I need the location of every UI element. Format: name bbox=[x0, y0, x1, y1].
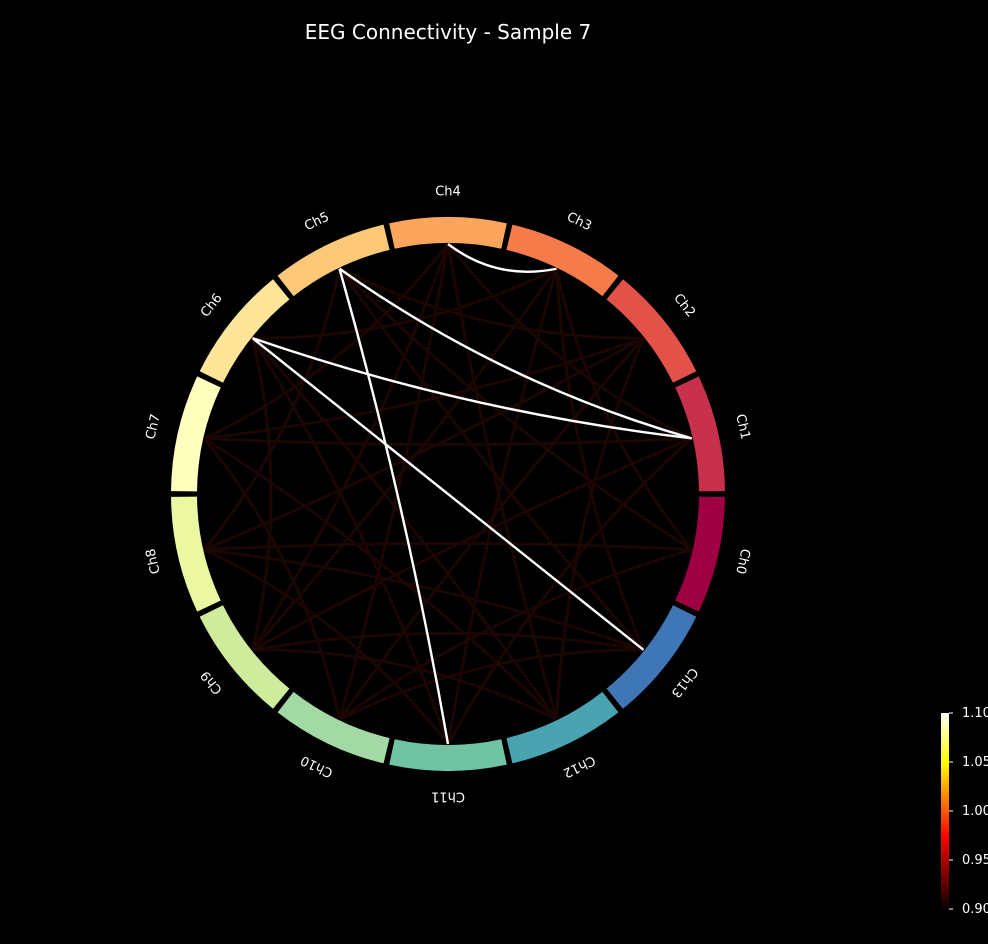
chart-title: EEG Connectivity - Sample 7 bbox=[305, 20, 591, 44]
weak-edge bbox=[554, 337, 645, 720]
weak-edge bbox=[251, 436, 693, 652]
weak-edge bbox=[251, 337, 273, 651]
node-arc-ch12 bbox=[506, 691, 619, 764]
node-arc-ch4 bbox=[389, 217, 507, 249]
weak-edge bbox=[338, 267, 693, 551]
colorbar-tick-label: 1.05 bbox=[962, 755, 988, 770]
edge-ch6-ch13 bbox=[251, 337, 645, 651]
node-label-ch13: Ch13 bbox=[668, 664, 701, 700]
node-arc-ch8 bbox=[171, 496, 221, 612]
edge-ch5-ch1 bbox=[338, 267, 693, 440]
weak-edge bbox=[251, 337, 558, 721]
node-arc-ch11 bbox=[389, 739, 507, 771]
node-label-ch1: Ch1 bbox=[732, 413, 752, 441]
weak-edge bbox=[203, 336, 645, 552]
weak-edge bbox=[251, 243, 450, 651]
node-label-ch2: Ch2 bbox=[670, 291, 698, 320]
node-arc-ch10 bbox=[277, 691, 390, 764]
weak-edge bbox=[446, 243, 558, 720]
node-label-ch10: Ch10 bbox=[298, 752, 335, 780]
colorbar-tick-label: 1.00 bbox=[962, 804, 988, 819]
weak-edge bbox=[338, 648, 644, 721]
node-arc-ch2 bbox=[606, 279, 697, 383]
weak-edge bbox=[338, 267, 645, 651]
colorbar-gradient bbox=[941, 713, 949, 909]
weak-edge bbox=[446, 243, 693, 440]
node-label-ch7: Ch7 bbox=[143, 413, 163, 441]
node-label-ch6: Ch6 bbox=[198, 291, 226, 320]
weak-edge bbox=[554, 268, 645, 651]
weak-edge bbox=[203, 437, 341, 720]
node-label-ch8: Ch8 bbox=[143, 547, 163, 575]
colorbar: 0.90 0.95 1.00 1.05 1.10 bbox=[941, 706, 988, 917]
weak-edge bbox=[252, 631, 644, 652]
weak-edge bbox=[203, 437, 558, 721]
weak-edge bbox=[338, 267, 644, 340]
node-arcs-layer bbox=[171, 217, 725, 771]
weak-edge bbox=[555, 268, 693, 551]
weak-edge bbox=[251, 337, 450, 745]
edge-ch5-ch11 bbox=[338, 268, 450, 745]
weak-edge bbox=[252, 267, 558, 340]
edge-ch6-ch1 bbox=[252, 336, 692, 440]
node-arc-ch1 bbox=[675, 376, 725, 492]
weak-edge bbox=[204, 548, 644, 652]
node-label-ch12: Ch12 bbox=[561, 752, 598, 780]
node-label-ch3: Ch3 bbox=[564, 210, 594, 235]
edge-ch3-ch4 bbox=[447, 243, 557, 273]
weak-edge bbox=[203, 548, 450, 745]
strong-edges-layer bbox=[251, 243, 693, 745]
node-label-ch5: Ch5 bbox=[302, 210, 332, 235]
node-arc-ch0 bbox=[675, 496, 725, 612]
node-label-ch9: Ch9 bbox=[198, 668, 226, 697]
node-label-ch4: Ch4 bbox=[435, 185, 461, 200]
colorbar-tick-label: 0.95 bbox=[962, 853, 988, 868]
weak-edge bbox=[338, 548, 693, 721]
weak-edge bbox=[203, 243, 450, 440]
weak-edge bbox=[204, 541, 692, 552]
node-label-ch0: Ch0 bbox=[732, 547, 752, 575]
colorbar-tick-label: 1.10 bbox=[962, 706, 988, 721]
node-label-ch11: Ch11 bbox=[431, 789, 465, 804]
node-arc-ch9 bbox=[199, 605, 290, 709]
node-arc-ch5 bbox=[277, 224, 390, 297]
weak-edge bbox=[338, 243, 450, 720]
weak-edge bbox=[203, 268, 341, 551]
node-arc-ch7 bbox=[171, 376, 221, 492]
node-arc-ch13 bbox=[606, 605, 697, 709]
weak-edge bbox=[204, 336, 644, 440]
weak-edge bbox=[252, 648, 558, 721]
colorbar-tick-label: 0.90 bbox=[962, 902, 988, 917]
node-arc-ch3 bbox=[506, 224, 619, 297]
weak-edge bbox=[446, 268, 558, 745]
weak-edge bbox=[204, 436, 692, 447]
node-arc-ch6 bbox=[199, 279, 290, 383]
